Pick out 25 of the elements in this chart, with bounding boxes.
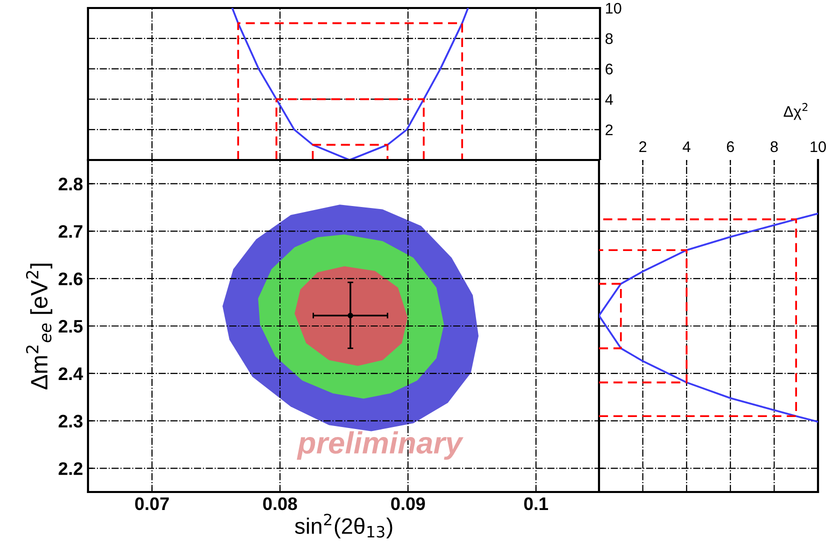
y-tick-label: 6 — [606, 64, 613, 74]
y-tick-label: 2.2 — [58, 462, 82, 475]
annotation: preliminary — [296, 431, 464, 460]
x-tick-label: 8 — [770, 141, 778, 152]
y-tick-label: 2.7 — [58, 225, 82, 238]
y-tick-label: 2.5 — [58, 320, 83, 333]
y-tick-label: 10 — [606, 2, 622, 14]
x-tick-label: 10 — [810, 141, 826, 152]
x-tick-label: 0.07 — [135, 497, 169, 510]
y-tick-label: 2.6 — [58, 272, 82, 286]
x-tick-label: 2 — [639, 141, 646, 152]
x-tick-label: 0.09 — [391, 497, 425, 510]
x-axis-title: sin$^{2}$(2θ$_{13}$) — [294, 514, 392, 538]
x-axis-title: Δχ$^{2}$ — [784, 102, 808, 120]
y-tick-label: 2.3 — [58, 414, 82, 428]
y-tick-label: 2.4 — [58, 367, 84, 380]
y-tick-label: 2 — [606, 124, 613, 136]
y-axis-title: Δm$^{2}$$_{ee}$ [eV$^{2}$] — [26, 264, 52, 390]
x-tick-label: 6 — [726, 141, 734, 152]
x-tick-label: 0.08 — [263, 497, 298, 510]
x-tick-label: 4 — [682, 141, 690, 152]
x-tick-label: 0.1 — [524, 497, 548, 510]
y-tick-label: 8 — [606, 33, 613, 44]
y-tick-label: 4 — [605, 94, 613, 105]
y-tick-label: 2.8 — [58, 178, 83, 190]
